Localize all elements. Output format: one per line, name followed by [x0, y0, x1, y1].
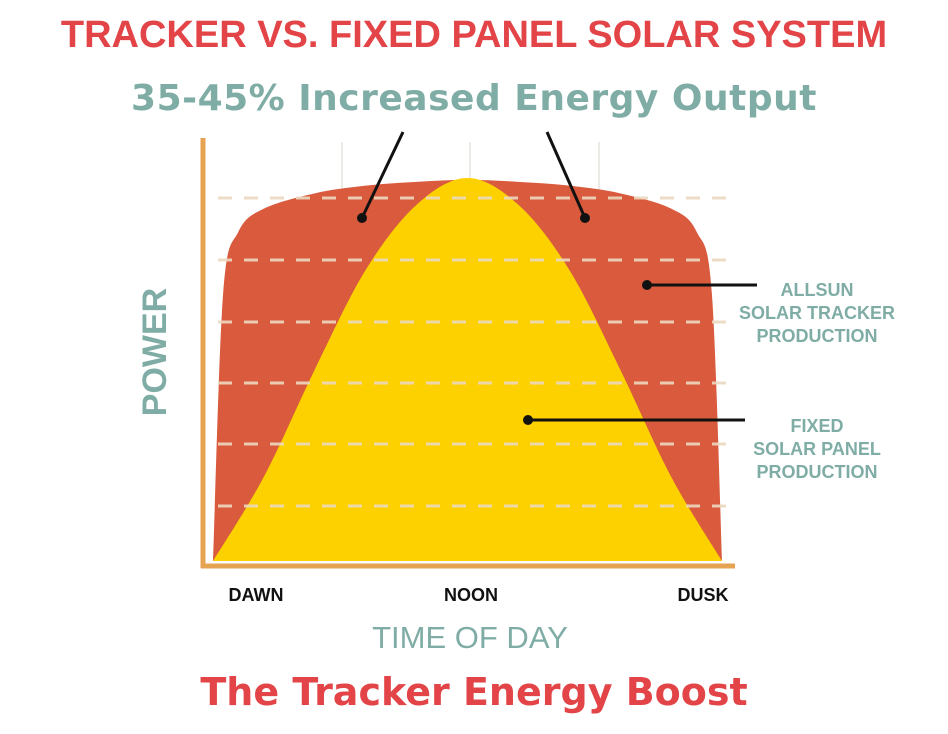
fixed-production-area [213, 178, 722, 561]
fixed-callout-dot [523, 415, 533, 425]
tracker-annotation-line-1: ALLSUN [781, 280, 854, 300]
y-axis-label: POWER [136, 288, 174, 416]
x-tick-label-dusk: DUSK [677, 585, 728, 605]
chart-title: TRACKER VS. FIXED PANEL SOLAR SYSTEM [60, 14, 888, 56]
axes [200, 138, 735, 569]
chart-subtitle: 35-45% Increased Energy Output [131, 78, 817, 119]
x-axis-label: TIME OF DAY [372, 620, 568, 655]
boost-pointer-left [360, 131, 405, 219]
fixed-annotation-line-2: SOLAR PANEL [753, 439, 881, 459]
tracker-annotation-line-2: SOLAR TRACKER [739, 303, 895, 323]
horizontal-gridlines [218, 196, 730, 508]
tracker-annotation-line-3: PRODUCTION [757, 326, 878, 346]
fixed-annotation-line-3: PRODUCTION [757, 462, 878, 482]
x-tick-label-dawn: DAWN [229, 585, 284, 605]
boost-pointer-right-dot [580, 213, 590, 223]
boost-pointer-left-dot [357, 213, 367, 223]
footer-caption: The Tracker Energy Boost [200, 670, 748, 714]
series-areas [213, 178, 722, 562]
tracker-callout-dot [642, 280, 652, 290]
x-tick-label-noon: NOON [444, 585, 498, 605]
fixed-annotation-line-1: FIXED [790, 416, 843, 436]
callouts [357, 131, 757, 425]
chart-labels: POWER DAWN NOON DUSK TIME OF DAY ALLSUN SOLAR … [136, 280, 895, 655]
boost-pointer-right [545, 131, 587, 219]
